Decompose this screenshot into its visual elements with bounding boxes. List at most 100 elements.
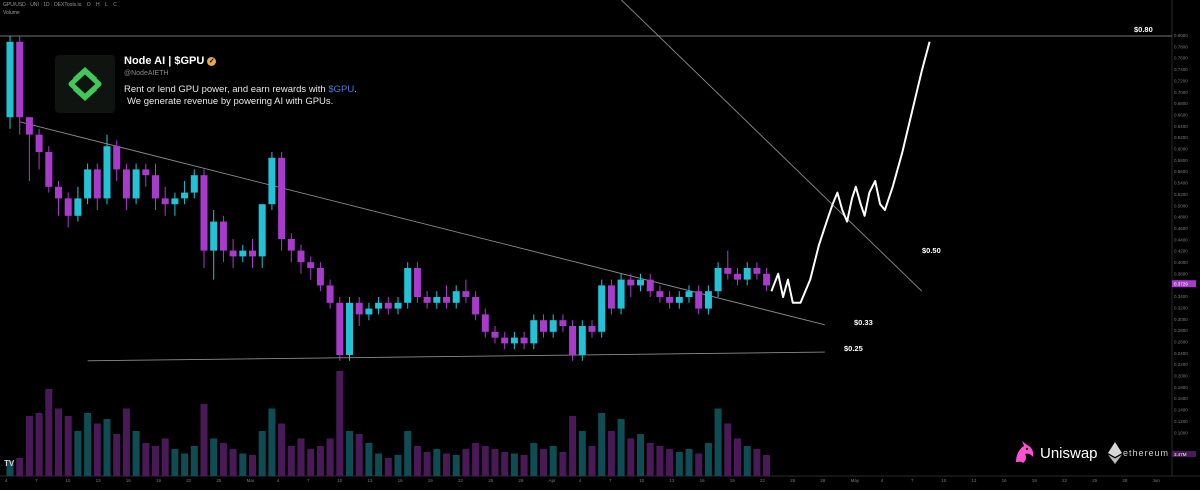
tradingview-icon[interactable]: TV	[4, 459, 15, 468]
candle-body	[559, 320, 567, 326]
volume-bar	[491, 449, 499, 476]
x-tick-label: 25	[1092, 478, 1098, 483]
volume-bar	[346, 431, 353, 476]
x-tick-label: 10	[941, 478, 947, 483]
x-tick-label: 13	[96, 478, 102, 483]
volume-bar	[316, 446, 324, 476]
volume-bar	[16, 458, 24, 476]
level-label: $0.80	[1134, 25, 1153, 34]
y-tick-label: 0.1200	[1174, 419, 1188, 424]
volume-bar	[384, 458, 392, 476]
candle-body	[685, 291, 693, 297]
candle-body	[763, 273, 771, 286]
volume-bar	[200, 404, 208, 476]
exchange-name: Uniswap	[1040, 445, 1098, 462]
x-tick-label: 16	[1002, 478, 1008, 483]
candle-body	[578, 326, 586, 355]
candle-body	[695, 291, 703, 309]
x-tick-label: 13	[971, 478, 977, 483]
volume-bar	[171, 449, 179, 476]
y-tick-label: 0.2400	[1174, 351, 1188, 356]
candle-body	[743, 268, 751, 280]
candle-body	[530, 320, 538, 344]
chart-header: GPU/USD · UNI · 1D · DEXTools.io O H L C	[3, 2, 121, 8]
candle-body	[413, 268, 421, 297]
candle-body	[122, 169, 130, 199]
volume-bar	[510, 453, 518, 476]
candle-body	[249, 250, 256, 257]
candle-body	[637, 279, 644, 286]
candle-body	[278, 157, 286, 239]
volume-bar	[404, 431, 412, 476]
exchange-branding: Uniswap ethereum	[1012, 440, 1172, 468]
y-tick-label: 0.3800	[1174, 271, 1188, 276]
volume-bar	[520, 455, 528, 476]
volume-bar	[607, 431, 615, 476]
project-card: Node AI | $GPU ✓ @NodeAIETH Rent or lend …	[50, 55, 380, 115]
card-description-end: .	[354, 84, 357, 95]
y-tick-label: 0.5200	[1174, 192, 1188, 197]
volume-bar	[35, 413, 43, 476]
candle-body	[84, 169, 92, 199]
last-price-tag	[1172, 280, 1196, 288]
volume-bar	[734, 438, 741, 476]
candle-body	[433, 297, 441, 303]
x-tick-label: 10	[639, 478, 645, 483]
x-tick-label: 10	[65, 478, 71, 483]
y-tick-label: 0.3200	[1174, 305, 1188, 310]
candle-body	[287, 239, 295, 251]
card-title-text: Node AI | $GPU	[124, 55, 205, 67]
ohlc-low-label: L	[105, 2, 108, 8]
x-tick-label: 19	[1032, 478, 1038, 483]
volume-bar	[753, 449, 761, 476]
x-tick-label: 16	[398, 478, 404, 483]
y-tick-label: 0.8000	[1174, 33, 1188, 38]
x-tick-label: 10	[337, 478, 343, 483]
level-label: $0.50	[922, 246, 941, 255]
candle-body	[404, 268, 412, 303]
volume-bar	[93, 423, 101, 476]
card-handle: @NodeAIETH	[124, 70, 169, 77]
volume-bar	[413, 446, 421, 476]
y-tick-label: 0.4600	[1174, 226, 1188, 231]
volume-bar	[637, 434, 644, 476]
y-tick-label: 0.2200	[1174, 362, 1188, 367]
volume-bar	[375, 453, 383, 476]
ticker-link[interactable]: $GPU	[328, 84, 355, 95]
y-tick-label: 0.1800	[1174, 385, 1188, 390]
x-tick-label: 19	[428, 478, 434, 483]
volume-bar	[45, 389, 53, 476]
candle-body	[161, 198, 169, 205]
candle-body	[452, 291, 460, 303]
candle-body	[510, 337, 518, 344]
volume-bar	[336, 371, 344, 476]
candle-body	[384, 302, 392, 309]
volume-bar	[578, 431, 586, 476]
y-tick-label: 0.6800	[1174, 101, 1188, 106]
volume-bar	[181, 453, 189, 476]
candle-body	[35, 134, 43, 152]
candle-body	[55, 186, 62, 199]
volume-bar	[326, 438, 334, 476]
y-tick-label: 0.3000	[1174, 317, 1188, 322]
candle-body	[74, 198, 82, 216]
y-tick-label: 0.5800	[1174, 158, 1188, 163]
volume-bar	[113, 434, 121, 476]
candle-body	[113, 146, 121, 170]
card-title: Node AI | $GPU ✓	[124, 55, 217, 67]
x-tick-label: 7	[609, 478, 612, 483]
x-tick-label: 7	[911, 478, 914, 483]
volume-bar	[598, 413, 606, 476]
volume-bar	[549, 446, 557, 476]
volume-bar	[481, 446, 489, 476]
y-tick-label: 0.1600	[1174, 396, 1188, 401]
candle-body	[239, 250, 247, 257]
y-tick-label: 0.3400	[1174, 294, 1188, 299]
x-tick-label: 4	[881, 478, 884, 483]
y-tick-label: 0.6000	[1174, 147, 1188, 152]
volume-bar	[55, 408, 62, 476]
y-tick-label: 0.2600	[1174, 339, 1188, 344]
x-tick-label: 28	[518, 478, 524, 483]
candle-body	[132, 169, 140, 199]
y-tick-label: 0.6200	[1174, 135, 1188, 140]
